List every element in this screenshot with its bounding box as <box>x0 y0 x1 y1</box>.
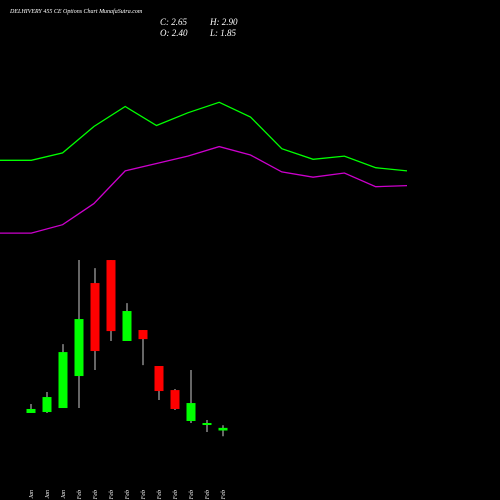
x-tick-label: 11 Feb <box>205 490 211 500</box>
candle-body <box>58 352 68 409</box>
low-label: L: 1.85 <box>209 28 237 38</box>
candle-body <box>138 330 148 340</box>
x-tick-label: 10 Feb <box>189 490 195 500</box>
x-tick-label: 03 Feb <box>109 490 115 500</box>
x-tick-label: 29 Jan <box>45 490 51 500</box>
indicator-line <box>0 145 408 234</box>
candle-body <box>42 397 52 413</box>
candle-body <box>74 319 84 377</box>
x-tick-label: 05 Feb <box>141 490 147 500</box>
candle-body <box>90 283 100 352</box>
high-label: H: 2.90 <box>209 17 238 27</box>
candle-body <box>106 260 116 332</box>
candle-body <box>26 408 36 413</box>
x-tick-label: 04 Feb <box>124 490 131 500</box>
candle-body <box>154 366 164 392</box>
x-tick-label: 02 Feb <box>93 490 99 500</box>
x-tick-label: 12 Feb <box>221 490 227 500</box>
candle-body <box>218 427 228 431</box>
candle-body <box>122 311 132 342</box>
x-tick-label: 30 Jan <box>61 490 67 500</box>
candle-body <box>170 390 180 409</box>
candle-body <box>202 423 212 426</box>
chart-title: DELHIVERY 455 CE Options Chart MunafaSut… <box>9 8 143 15</box>
close-label: C: 2.65 <box>160 17 188 27</box>
x-tick-label: 01 Feb <box>77 490 83 500</box>
x-tick-label: 28 Jan <box>29 490 35 500</box>
x-tick-label: 06 Feb <box>157 490 163 500</box>
indicator-line <box>0 101 408 172</box>
x-tick-label: 09 Feb <box>173 490 179 500</box>
candle-body <box>186 403 196 422</box>
open-label: O: 2.40 <box>160 28 188 38</box>
